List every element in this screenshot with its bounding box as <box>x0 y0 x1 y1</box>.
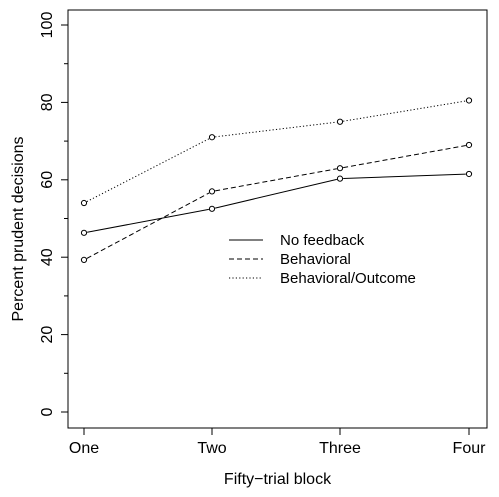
data-point <box>80 229 88 236</box>
series-layer <box>80 97 473 264</box>
series-line-segment <box>215 121 337 138</box>
plot-frame <box>67 9 488 429</box>
x-tick-label: One <box>69 440 99 457</box>
data-point <box>336 118 344 125</box>
series-line-segment <box>214 178 338 209</box>
x-axis: One Two Three Four <box>69 428 486 457</box>
data-point <box>336 165 344 172</box>
y-axis: 0 20 40 60 80 100 <box>39 12 68 416</box>
data-point <box>208 188 216 195</box>
series-line-segment <box>215 168 337 192</box>
series-line-segment <box>86 192 210 259</box>
data-point <box>208 205 216 212</box>
legend-label: No feedback <box>280 232 365 249</box>
y-tick-label: 100 <box>39 12 56 39</box>
y-tick-label: 20 <box>39 326 56 344</box>
y-axis-title: Percent prudent decisions <box>10 137 27 322</box>
data-point <box>80 199 88 207</box>
x-tick-label: Four <box>453 440 487 457</box>
series-line-segment <box>87 208 209 233</box>
data-point <box>208 134 216 141</box>
y-tick-label: 0 <box>39 407 56 416</box>
legend-label: Behavioral <box>280 251 351 268</box>
y-tick-label: 40 <box>39 248 56 266</box>
series-line-segment <box>343 100 466 122</box>
series-line-segment <box>343 173 466 180</box>
legend: No feedback Behavioral Behavioral/Outcome <box>229 232 416 287</box>
series-line-segment <box>86 138 210 203</box>
x-tick-label: Three <box>319 440 361 457</box>
data-point <box>465 170 473 178</box>
y-tick-label: 80 <box>39 93 56 111</box>
x-axis-title: Fifty−trial block <box>224 471 332 488</box>
data-point <box>465 141 473 149</box>
data-point <box>465 97 473 104</box>
legend-label: Behavioral/Outcome <box>280 270 416 287</box>
series-line-segment <box>343 145 466 169</box>
data-point <box>336 175 344 182</box>
y-tick-label: 60 <box>39 171 56 189</box>
x-tick-label: Two <box>197 440 226 457</box>
data-point <box>80 256 88 264</box>
